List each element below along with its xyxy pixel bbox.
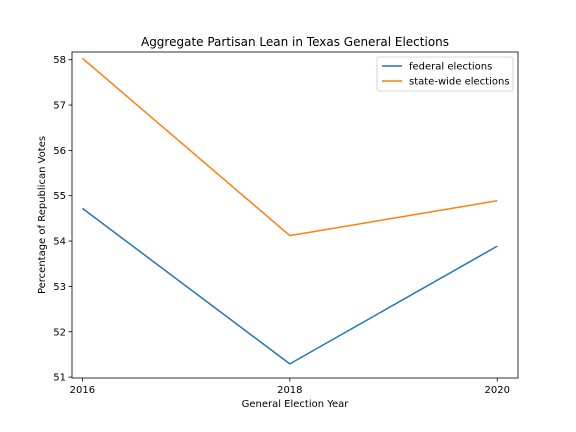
y-tick-label: 53 [53,282,66,293]
y-tick-label: 51 [53,373,66,384]
y-axis: 51 52 53 54 55 56 57 58 [53,55,72,384]
legend-frame [376,56,514,92]
plot-area [81,57,498,365]
series-line-state-wide [81,57,498,237]
y-tick-label: 56 [53,146,66,157]
legend-label: state-wide elections [409,77,510,88]
y-tick-label: 52 [53,327,66,338]
y-tick-label: 54 [53,237,66,248]
legend-label: federal elections [409,62,492,73]
y-tick-label: 58 [53,55,66,66]
chart-title: Aggregate Partisan Lean in Texas General… [141,35,449,49]
x-tick-label: 2020 [485,385,510,396]
series-line-federal [81,207,498,365]
plot-frame [71,51,519,379]
y-axis-label: Percentage of Republican Votes [37,136,48,294]
x-axis: 2016 2018 2020 [70,378,510,396]
y-tick-label: 55 [53,191,66,202]
legend: federal elections state-wide elections [376,56,514,92]
x-axis-label: General Election Year [242,399,350,410]
x-tick-label: 2016 [70,385,95,396]
y-tick-label: 57 [53,101,66,112]
x-tick-label: 2018 [277,385,302,396]
